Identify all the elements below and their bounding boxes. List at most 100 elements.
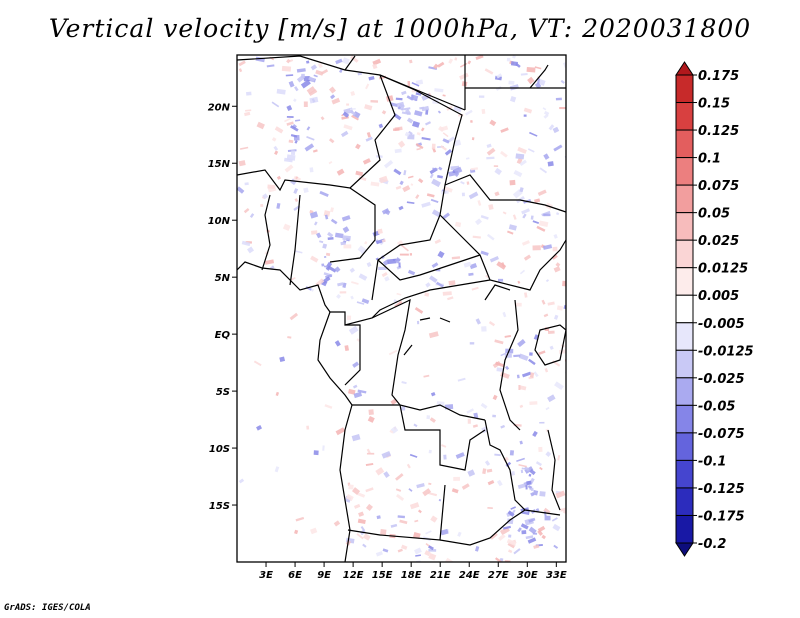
velocity-cell [410,94,419,102]
colorbar-label: 0.0125 [698,262,748,277]
velocity-cell [303,187,309,193]
velocity-cell [421,105,430,112]
velocity-cell [538,78,546,86]
colorbar-swatch [675,322,694,351]
velocity-cell [370,181,380,187]
velocity-cell [274,126,284,134]
velocity-cell [365,503,373,511]
velocity-cell [395,185,402,190]
velocity-cell [565,92,566,99]
velocity-cell [517,146,527,154]
velocity-cell [421,201,431,208]
velocity-cell [438,498,442,502]
velocity-cell [406,201,415,204]
velocity-cell [334,232,344,239]
boundary-line [371,298,486,421]
boundary-line [347,484,446,541]
lat-tick-label: 10S [209,444,230,455]
velocity-cell [294,119,301,122]
velocity-cell [520,523,529,530]
boundary-line [444,174,566,213]
velocity-cell [522,213,527,219]
velocity-cell [533,544,540,549]
velocity-cell [324,404,333,409]
velocity-cell [383,160,394,169]
velocity-cell [376,515,381,520]
velocity-cell [530,487,534,492]
velocity-cell [384,276,390,282]
velocity-cell [539,167,548,174]
velocity-cell [366,132,372,138]
velocity-cell [428,331,439,339]
velocity-cell [521,530,527,535]
velocity-cell [537,78,541,84]
velocity-cell [416,483,425,489]
colorbar-swatch [675,432,694,461]
velocity-cell [502,211,507,215]
velocity-cell [340,241,346,246]
velocity-cell [437,110,442,114]
velocity-cell [534,82,542,89]
velocity-cell [238,160,246,167]
velocity-cell [562,280,566,287]
velocity-cell [453,476,460,481]
velocity-cell [468,191,479,200]
colorbar-swatch [675,74,694,104]
velocity-cell [517,527,522,533]
velocity-cell [408,130,413,135]
velocity-cell [379,175,389,184]
velocity-cell [502,311,507,318]
velocity-cell [437,174,443,179]
velocity-cell [426,415,431,420]
velocity-cell [377,228,383,235]
boundary-line [484,419,561,516]
velocity-cell [558,349,566,355]
velocity-cell [357,389,367,394]
velocity-cell [500,150,508,158]
velocity-cell [428,548,437,552]
velocity-cell [407,134,415,140]
velocity-cell [521,467,527,471]
velocity-cell [351,433,361,442]
velocity-cell [327,265,337,273]
velocity-cell [496,73,503,79]
velocity-cell [375,467,385,476]
velocity-cell [328,161,333,165]
velocity-cell [309,211,319,219]
velocity-cell [352,384,358,389]
velocity-cell [530,492,535,497]
velocity-cell [306,136,315,141]
velocity-cell [518,463,527,468]
velocity-cell [327,231,334,238]
velocity-cell [414,307,424,314]
velocity-cell [537,189,547,196]
velocity-cell [510,61,518,67]
lon-tick-label: 18E [401,570,422,581]
velocity-cell [433,63,439,70]
velocity-cell [431,262,439,269]
velocity-cell [325,252,331,257]
velocity-cell [541,299,546,305]
velocity-cell [438,125,445,132]
velocity-cell [472,235,481,239]
velocity-cell [426,193,435,198]
velocity-cell [480,215,489,220]
velocity-cell [420,127,425,132]
velocity-cell [313,450,319,456]
velocity-cell [552,246,558,252]
velocity-cell [467,60,472,65]
colorbar-swatch [675,157,694,186]
velocity-cell [486,468,493,473]
velocity-cell [512,55,516,59]
velocity-cell [401,90,407,96]
velocity-cell [505,461,512,467]
velocity-cell [555,262,561,268]
velocity-cell [490,532,498,540]
velocity-cell [342,226,350,233]
velocity-cell [372,63,378,70]
velocity-cell [473,412,479,419]
velocity-cell [275,391,280,396]
velocity-cell [469,263,478,270]
velocity-cell [556,305,563,311]
velocity-cell [356,533,364,540]
